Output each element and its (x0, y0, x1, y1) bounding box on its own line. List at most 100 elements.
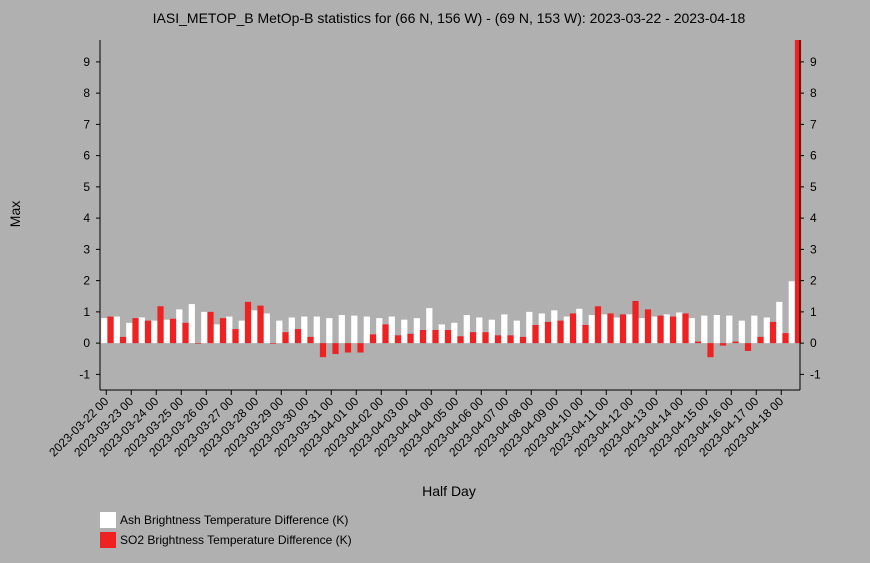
so2-bar-13 (269, 343, 277, 344)
y-tick-label-left-0: 0 (83, 336, 90, 350)
so2-bar-27 (444, 330, 452, 344)
ash-bar-4 (151, 320, 158, 344)
ash-bar-32 (501, 314, 508, 344)
y-tick-label-left-9: 9 (83, 55, 90, 69)
so2-bar-21 (369, 334, 377, 344)
y-tick-label-right-7: 7 (810, 117, 817, 131)
ash-bar-45 (663, 314, 670, 344)
ash-bar-19 (338, 315, 345, 344)
so2-bar-16 (307, 336, 314, 344)
ash-bar-0 (101, 318, 108, 344)
so2-bar-20 (357, 343, 364, 353)
so2-bar-54 (782, 333, 789, 344)
bars-group (101, 40, 802, 358)
y-tick-label-left--1: -1 (79, 367, 90, 381)
ash-bar-29 (463, 315, 470, 344)
y-tick-label-right-3: 3 (810, 242, 817, 256)
legend-swatch-so2 (100, 532, 116, 548)
so2-bar-4 (157, 306, 164, 344)
so2-bar-48 (707, 343, 714, 358)
ash-bar-3 (138, 317, 145, 344)
ash-bar-53 (763, 317, 770, 344)
so2-bar-50 (732, 341, 739, 344)
ash-bar-38 (576, 308, 583, 344)
so2-bar-53 (769, 321, 777, 344)
so2-bar-2 (132, 318, 139, 344)
legend-label-so2: SO2 Brightness Temperature Difference (K… (120, 533, 352, 547)
y-tick-label-right-6: 6 (810, 149, 817, 163)
so2-bar-23 (394, 335, 402, 344)
so2-bar-29 (469, 332, 477, 344)
so2-bar-7 (194, 343, 202, 344)
so2-bar-30 (482, 332, 489, 344)
y-tick-label-right-9: 9 (810, 55, 817, 69)
y-tick-label-left-7: 7 (83, 117, 90, 131)
ash-bar-55 (788, 281, 795, 344)
ash-bar-27 (438, 324, 445, 344)
ash-bar-52 (751, 315, 758, 344)
so2-bar-18 (332, 343, 339, 355)
ash-bar-12 (251, 310, 258, 344)
ash-bar-48 (701, 315, 708, 344)
so2-bar-46 (682, 313, 689, 344)
so2-bar-9 (219, 318, 227, 344)
ash-bar-40 (601, 314, 608, 344)
y-tick-label-right-2: 2 (810, 274, 817, 288)
so2-bar-26 (432, 330, 439, 344)
so2-bar-28 (457, 336, 464, 344)
so2-bar-41 (619, 314, 627, 344)
legend-label-ash: Ash Brightness Temperature Difference (K… (120, 513, 349, 527)
so2-bar-19 (344, 343, 352, 353)
ash-bar-31 (488, 319, 495, 344)
y-tick-label-right-1: 1 (810, 305, 817, 319)
y-tick-label-left-1: 1 (83, 305, 90, 319)
so2-bar-8 (207, 311, 214, 344)
ash-bar-11 (238, 320, 245, 344)
so2-bar-36 (557, 320, 564, 344)
so2-bar-3 (144, 320, 152, 344)
ash-bar-17 (313, 316, 320, 344)
ash-bar-33 (513, 320, 520, 344)
so2-bar-34 (532, 325, 539, 344)
legend-item-so2: SO2 Brightness Temperature Difference (K… (100, 532, 352, 548)
so2-bar-52 (757, 336, 764, 344)
so2-bar-5 (169, 318, 177, 344)
ash-bar-51 (738, 320, 745, 344)
ash-bar-25 (413, 318, 420, 344)
x-axis-label: Half Day (422, 483, 476, 499)
ash-bar-18 (326, 318, 333, 344)
ash-bar-43 (638, 318, 645, 344)
ash-bar-23 (388, 316, 395, 344)
ash-bar-37 (563, 316, 570, 344)
ash-bar-26 (426, 308, 433, 344)
so2-bar-22 (382, 324, 389, 344)
ash-bar-6 (176, 309, 183, 344)
y-axis-label: Max (7, 201, 23, 227)
ash-bar-15 (288, 317, 295, 344)
ash-bar-21 (363, 316, 370, 344)
y-tick-label-right-8: 8 (810, 86, 817, 100)
so2-bar-6 (182, 322, 189, 344)
ash-bar-44 (651, 316, 658, 344)
ash-bar-5 (163, 319, 170, 344)
so2-bar-10 (232, 329, 239, 344)
ash-bar-16 (301, 316, 308, 344)
y-tick-label-right-4: 4 (810, 211, 817, 225)
so2-bar-1 (119, 336, 127, 344)
y-tick-label-left-4: 4 (83, 211, 90, 225)
ash-bar-1 (113, 316, 120, 344)
so2-bar-32 (507, 335, 514, 344)
y-tick-label-left-8: 8 (83, 86, 90, 100)
so2-bar-40 (607, 313, 614, 344)
so2-bar-55 (794, 40, 802, 344)
y-tick-label-left-6: 6 (83, 149, 90, 163)
ash-bar-30 (476, 317, 483, 344)
so2-bar-47 (694, 341, 702, 344)
ash-bar-14 (276, 320, 283, 344)
ash-bar-35 (538, 313, 545, 344)
ash-bar-7 (188, 304, 195, 344)
ash-bar-39 (588, 315, 595, 344)
so2-bar-44 (657, 315, 664, 344)
ash-bar-28 (451, 322, 458, 344)
